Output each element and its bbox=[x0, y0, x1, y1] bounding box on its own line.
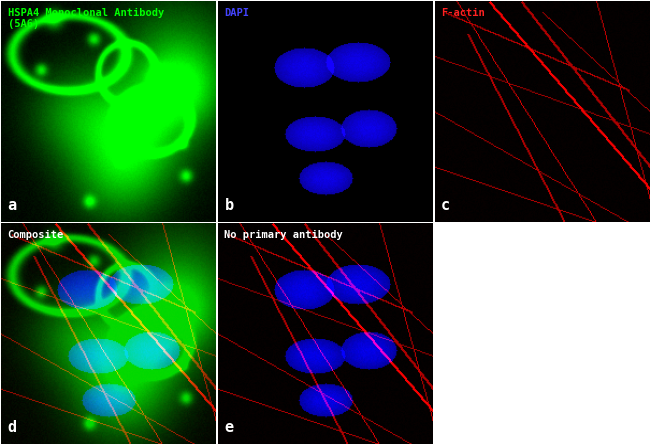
Text: e: e bbox=[224, 420, 233, 435]
Text: b: b bbox=[224, 198, 233, 213]
Text: DAPI: DAPI bbox=[224, 8, 250, 17]
Text: Composite: Composite bbox=[8, 230, 64, 240]
Text: d: d bbox=[8, 420, 17, 435]
Text: a: a bbox=[8, 198, 17, 213]
Text: F-actin: F-actin bbox=[441, 8, 485, 17]
Text: No primary antibody: No primary antibody bbox=[224, 230, 343, 240]
Text: c: c bbox=[441, 198, 450, 213]
Text: HSPA4 Monoclonal Antibody
(5A6): HSPA4 Monoclonal Antibody (5A6) bbox=[8, 8, 164, 29]
